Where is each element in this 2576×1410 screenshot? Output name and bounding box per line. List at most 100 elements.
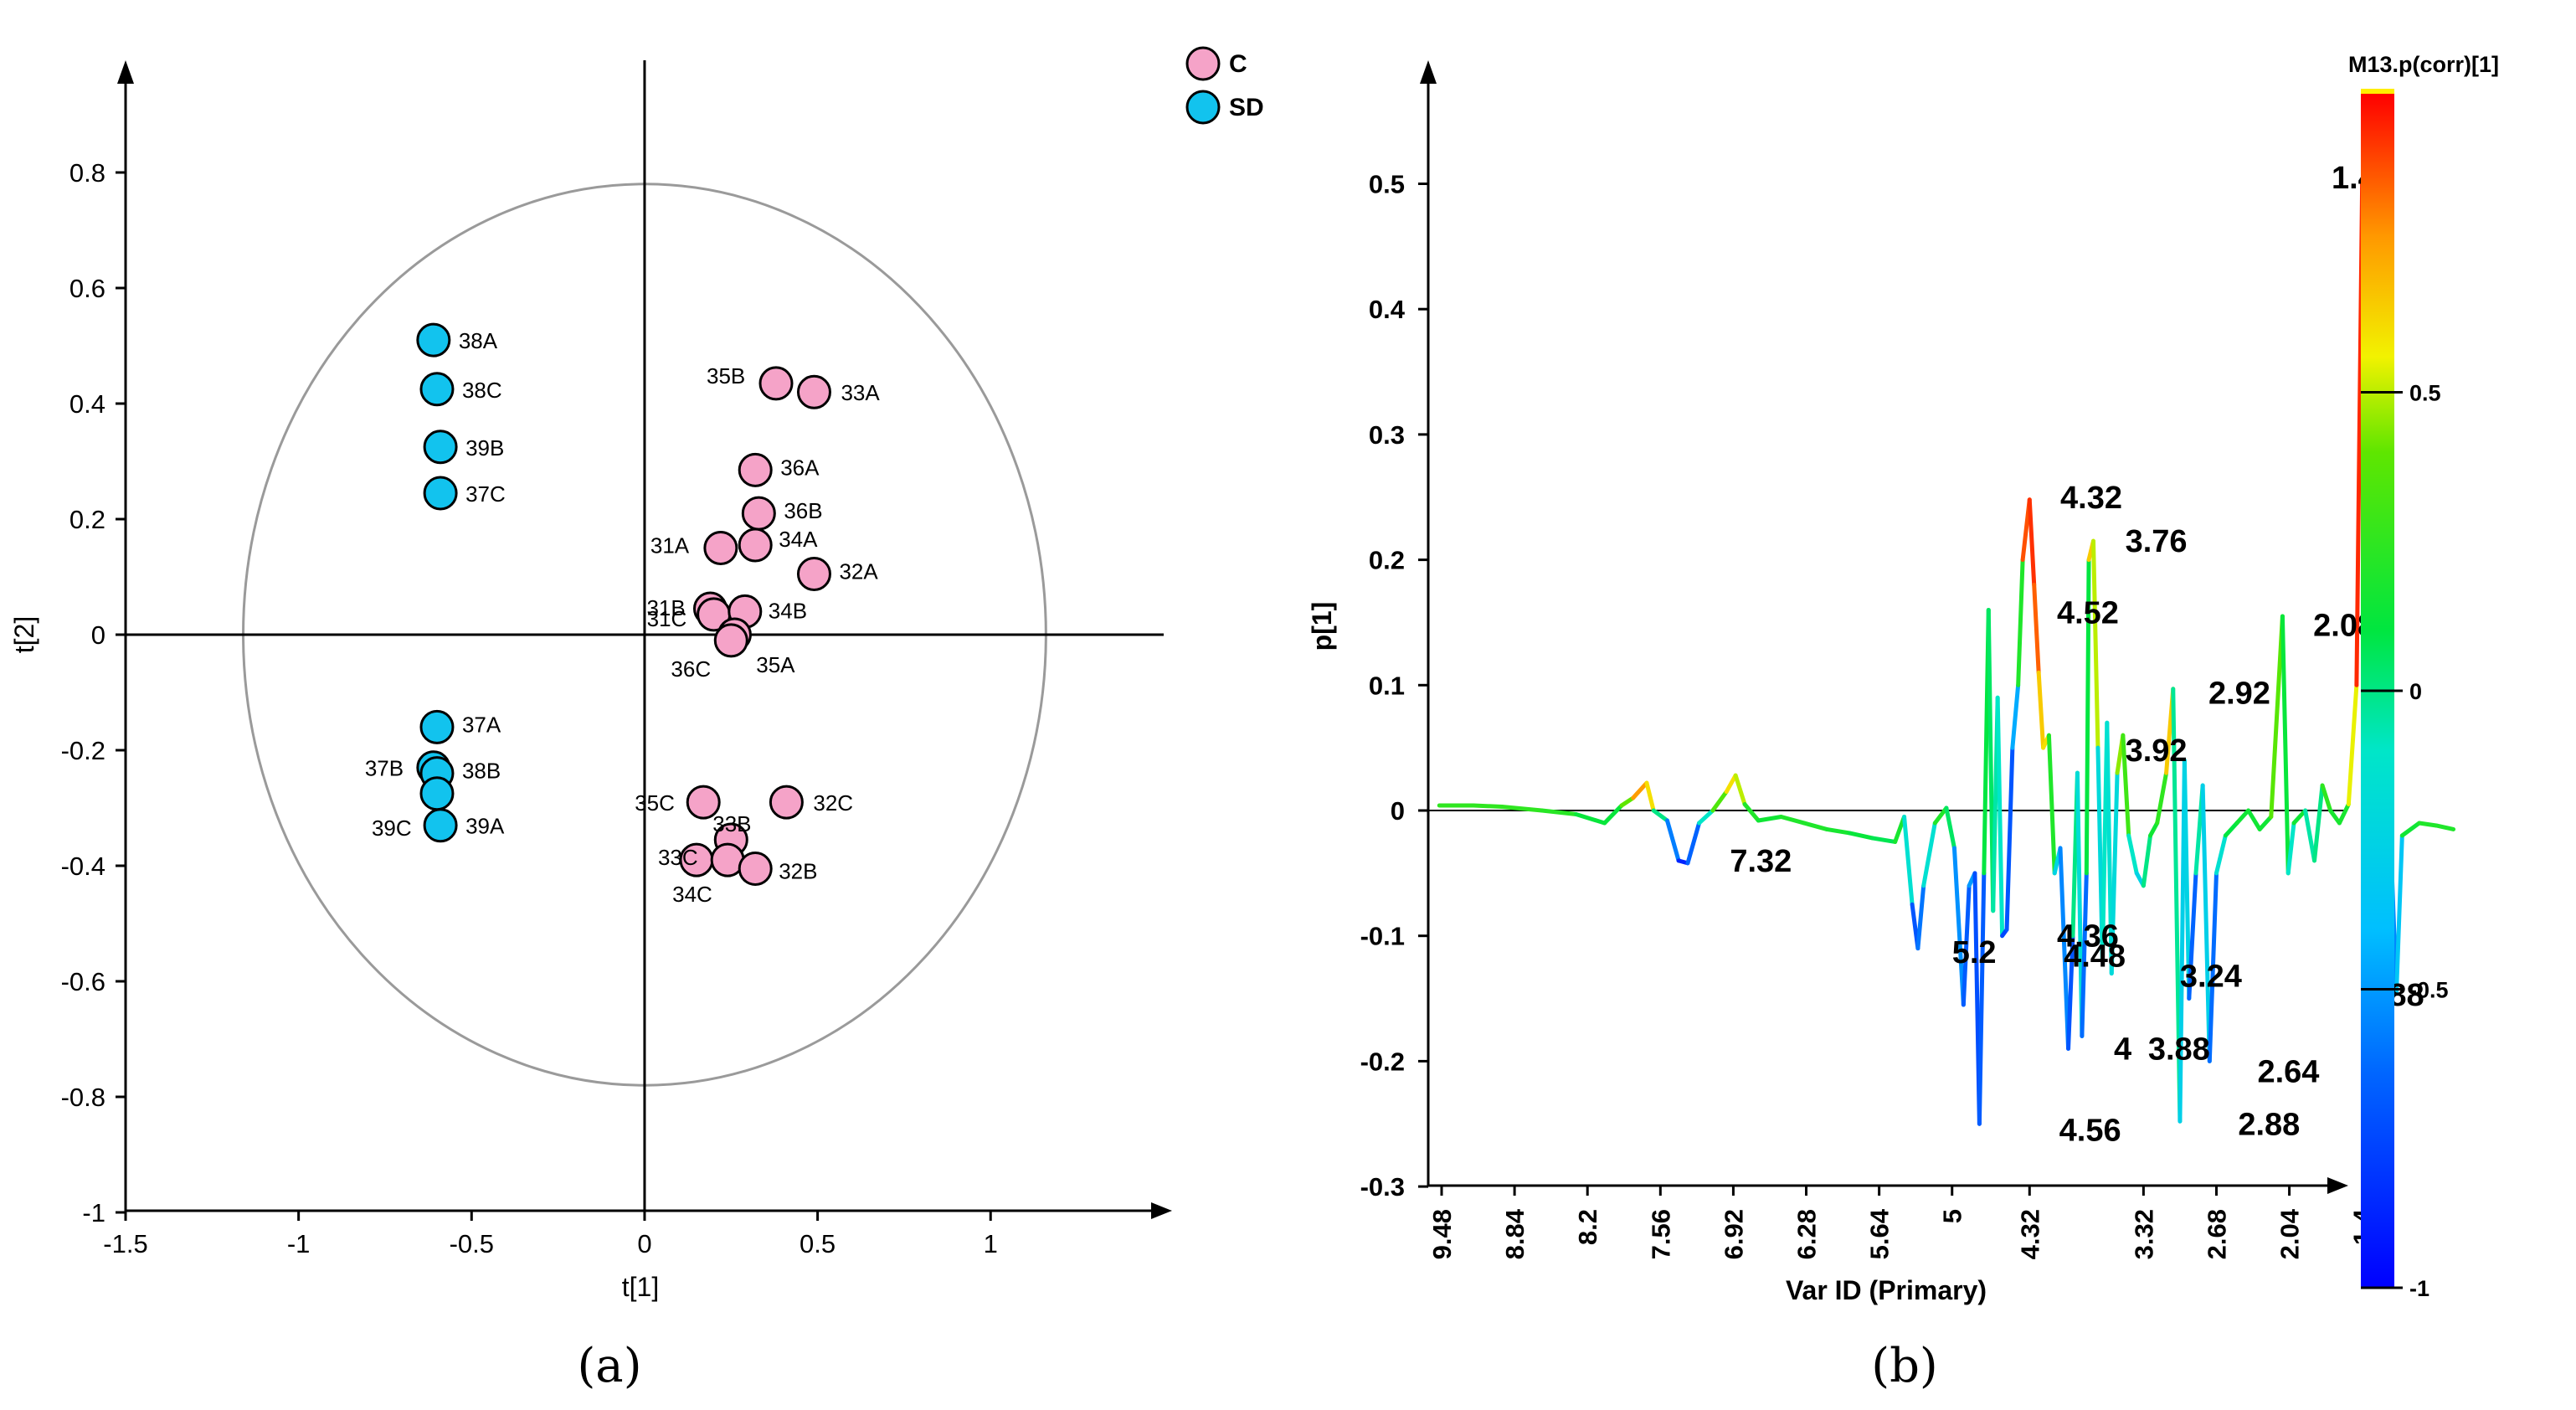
loading-segment: [2080, 871, 2089, 1038]
panel-label-a: (a): [577, 1339, 641, 1393]
colorbar-tick-label: -1: [2409, 1276, 2429, 1301]
loading-segment: [2016, 558, 2025, 687]
loading-segment: [2207, 871, 2219, 1063]
loading-segment: [2223, 821, 2239, 838]
loading-segment: [2032, 583, 2041, 675]
x-tick-label: 5: [1938, 1209, 1967, 1223]
loading-segment: [1961, 883, 1972, 1007]
loading-segment: [2346, 682, 2359, 807]
loading-segment: [2399, 821, 2422, 838]
x-axis-label: t[1]: [622, 1272, 659, 1302]
y-tick-label: 0.1: [1369, 671, 1405, 700]
y-tick-label: -1: [82, 1198, 105, 1227]
y-axis-arrow-icon: [1420, 60, 1437, 84]
loading-segment: [2084, 558, 2091, 876]
score-point: [738, 527, 773, 563]
x-tick-label: 4.32: [2015, 1209, 2044, 1259]
peak-label: 2.92: [2208, 676, 2270, 711]
x-tick-label: 3.32: [2129, 1209, 2158, 1259]
point-label: 32B: [779, 858, 817, 883]
score-point: [423, 430, 458, 465]
y-tick-label: -0.3: [1360, 1172, 1405, 1202]
loading-segment: [1664, 818, 1681, 863]
point-label: 35C: [635, 790, 675, 816]
peak-label: 2.64: [2257, 1054, 2319, 1089]
loading-plot-panel: 9.48 8.84 8.2 7.56 6.92 6.28 5.64 5 4.32 3.32 2.68…: [1307, 52, 2499, 1393]
peak-label: 4: [2114, 1032, 2131, 1067]
colorbar-title: M13.p(corr)[1]: [2348, 52, 2499, 77]
y-tick-label: 0.4: [1369, 295, 1406, 324]
loading-segment: [2182, 758, 2192, 1001]
x-tick-label: 9.48: [1427, 1209, 1457, 1259]
peak-labels: 1.44.323.764.52 2.082.923.927.324.365.2 4.…: [1730, 161, 2424, 1149]
y-tick-label: -0.4: [61, 852, 105, 881]
loading-segment: [2214, 833, 2228, 876]
y-tick-group: -1 -0.8 -0.6 -0.4 -0.2 0 0.2 0.4 0.6 0.8: [61, 158, 126, 1227]
point-label: 39C: [372, 816, 412, 841]
colorbar: M13.p(corr)[1] 0.5 0 -0.5 -1: [2348, 52, 2499, 1301]
point-label: 36A: [780, 455, 820, 480]
loading-segment: [1932, 805, 1949, 826]
loading-segment: [2320, 783, 2333, 813]
loading-segment: [2200, 783, 2212, 1063]
point-label: 31C: [647, 606, 687, 631]
x-tick-label: 8.2: [1573, 1209, 1602, 1245]
peak-label: 5.2: [1952, 935, 1997, 970]
colorbar-ticks: 0.5 0 -0.5 -1: [2361, 381, 2449, 1301]
score-point: [738, 452, 773, 487]
loading-segment: [2004, 745, 2015, 932]
loading-segment: [1733, 773, 1747, 807]
score-point: [419, 776, 455, 811]
loading-segment: [1802, 821, 1829, 831]
score-point: [686, 785, 721, 820]
peak-label: 3.92: [2126, 733, 2188, 769]
colorbar-tick-label: -0.5: [2409, 978, 2449, 1003]
loading-segment: [2058, 846, 2071, 1051]
loading-segment: [2090, 538, 2100, 750]
score-point: [796, 557, 831, 592]
x-axis-arrow-icon: [1151, 1202, 1172, 1219]
peak-label: 3.88: [2148, 1032, 2210, 1067]
loading-segment: [2328, 808, 2342, 826]
point-label: 33B: [712, 811, 751, 836]
x-tick-label: 2.04: [2275, 1208, 2305, 1259]
score-point: [703, 531, 738, 565]
loading-segment: [1471, 803, 1504, 810]
point-label: 32A: [839, 559, 878, 584]
score-plot-panel: -1.5 -1 -0.5 0 0.5 1 -1-0.8-0.6-0.4-0.200.20.…: [9, 46, 1264, 1393]
point-label: 37A: [462, 712, 501, 737]
y-tick-label: 0.2: [1369, 546, 1405, 575]
score-point: [423, 476, 458, 511]
point-label: 38A: [459, 328, 498, 353]
score-point: [419, 372, 455, 407]
y-tick-label: -0.2: [1360, 1047, 1405, 1076]
loading-segment: [2234, 808, 2251, 826]
point-label: 38C: [462, 378, 502, 403]
score-point: [796, 374, 831, 409]
loading-segment: [1710, 790, 1729, 813]
x-tick-label: 6.92: [1719, 1209, 1748, 1259]
y-tick-group: -0.3 -0.2 -0.1 0 0.1 0.2 0.3 0.4 0.5: [1360, 170, 1428, 1202]
loading-segment: [2027, 497, 2037, 588]
x-tick-label: -0.5: [450, 1229, 494, 1258]
colorbar-tick-label: 0.5: [2409, 381, 2441, 406]
point-label: 33C: [658, 845, 698, 870]
loading-segment: [2394, 833, 2404, 995]
loading-segment: [2148, 821, 2160, 838]
loading-segment: [1619, 795, 1636, 808]
loading-segment: [1944, 805, 1956, 851]
loading-segment: [1697, 808, 1715, 826]
loading-segment: [2046, 733, 2057, 876]
loading-segment: [1685, 821, 1702, 866]
x-tick-label: 0: [637, 1229, 651, 1258]
loading-segment: [2187, 871, 2198, 1001]
loading-segment: [2285, 821, 2296, 876]
y-tick-label: 0.3: [1369, 420, 1405, 450]
peak-label: 3.24: [2180, 960, 2242, 995]
score-point: [738, 851, 773, 886]
loading-segment: [1499, 805, 1545, 813]
point-label: 31A: [650, 533, 690, 558]
loading-segment: [1742, 802, 1761, 823]
y-tick-label: -0.6: [61, 967, 105, 996]
